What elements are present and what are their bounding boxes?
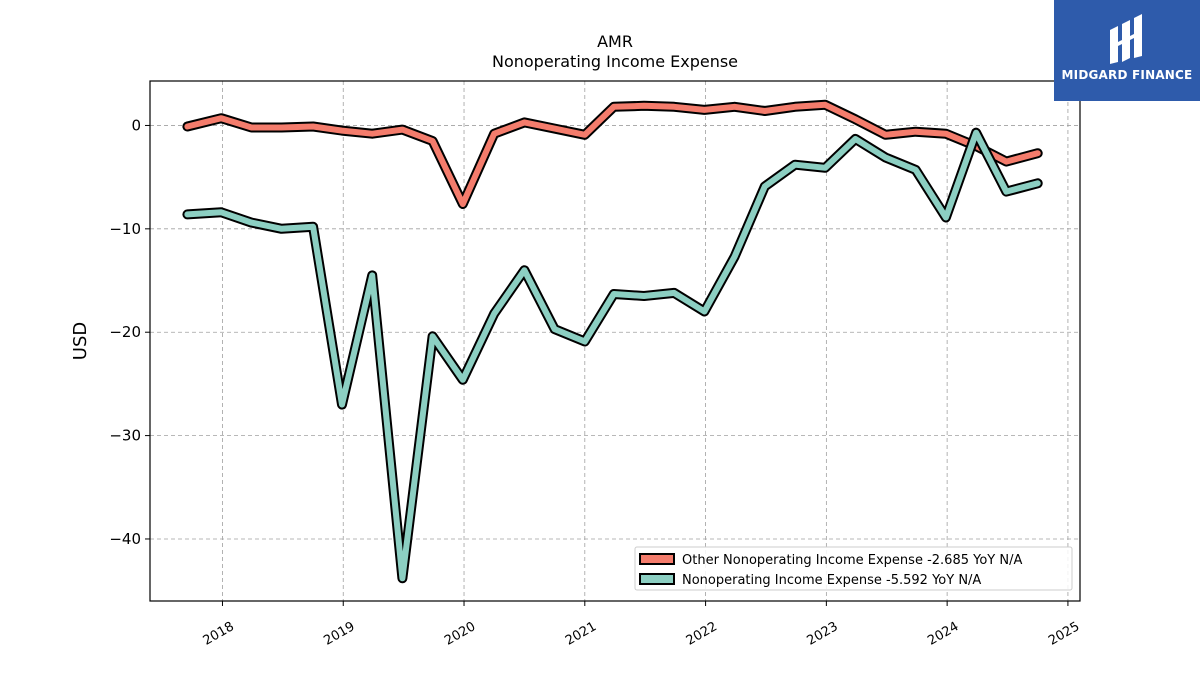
data-point <box>945 133 947 135</box>
series-outline <box>182 127 1043 584</box>
series-line <box>184 129 1041 582</box>
data-point <box>432 335 434 337</box>
data-point <box>854 118 856 120</box>
data-point <box>584 341 586 343</box>
data-point <box>764 185 766 187</box>
data-point <box>703 109 705 111</box>
y-tick-label: −10 <box>109 220 141 238</box>
data-point <box>584 134 586 136</box>
data-point <box>523 269 525 271</box>
data-point <box>643 295 645 297</box>
data-point <box>432 140 434 142</box>
legend-entry: Nonoperating Income Expense -5.592 YoY N… <box>682 573 981 588</box>
data-point <box>794 164 796 166</box>
data-point <box>341 130 343 132</box>
y-tick-label: −40 <box>109 530 141 548</box>
data-point <box>764 110 766 112</box>
data-point <box>250 222 252 224</box>
x-tick-label: 2025 <box>1046 619 1082 649</box>
data-point <box>493 313 495 315</box>
data-point <box>220 117 222 119</box>
data-point <box>885 157 887 159</box>
data-point <box>975 132 977 134</box>
chart-subtitle: Nonoperating Income Expense <box>492 52 738 71</box>
data-point <box>613 106 615 108</box>
data-point <box>401 129 403 131</box>
y-tick-label: −30 <box>109 427 141 445</box>
data-point <box>281 228 283 230</box>
grid-lines <box>150 81 1080 601</box>
x-tick-label: 2023 <box>805 619 841 649</box>
data-point <box>312 226 314 228</box>
logo-mark-icon <box>1110 14 1142 64</box>
plot-frame <box>149 80 1081 602</box>
data-point <box>186 125 188 127</box>
data-point <box>885 134 887 136</box>
data-point <box>401 577 403 579</box>
series-layer <box>182 99 1043 584</box>
data-point <box>220 211 222 213</box>
data-point <box>250 127 252 129</box>
data-point <box>493 133 495 135</box>
data-point <box>554 128 556 130</box>
data-point <box>915 131 917 133</box>
data-point <box>371 274 373 276</box>
data-point <box>554 328 556 330</box>
legend-swatch <box>639 573 675 585</box>
data-point <box>673 292 675 294</box>
data-point <box>1005 191 1007 193</box>
data-point <box>1037 152 1039 154</box>
data-point <box>371 133 373 135</box>
x-tick-label: 2024 <box>925 619 961 649</box>
data-point <box>734 106 736 108</box>
data-point <box>734 256 736 258</box>
x-tick-label: 2021 <box>563 619 599 649</box>
data-point <box>915 169 917 171</box>
data-point <box>281 127 283 129</box>
data-point <box>854 138 856 140</box>
legend: Other Nonoperating Income Expense -2.685… <box>634 546 1073 591</box>
data-point <box>794 106 796 108</box>
data-point <box>462 203 464 205</box>
data-point <box>824 167 826 169</box>
y-axis-label: USD <box>70 322 91 360</box>
series-outline <box>182 99 1043 209</box>
data-point <box>462 379 464 381</box>
data-point <box>673 106 675 108</box>
data-point <box>613 293 615 295</box>
data-point <box>643 105 645 107</box>
data-point <box>824 104 826 106</box>
brand-logo: MIDGARD FINANCE <box>1054 0 1200 101</box>
data-point <box>186 213 188 215</box>
y-tick-label: 0 <box>131 116 141 134</box>
x-tick-label: 2019 <box>321 619 357 649</box>
data-point <box>312 125 314 127</box>
data-point <box>523 121 525 123</box>
chart-title: AMR <box>597 32 633 51</box>
data-point <box>945 216 947 218</box>
legend-entry: Other Nonoperating Income Expense -2.685… <box>682 553 1022 568</box>
y-tick-label: −20 <box>109 323 141 341</box>
legend-box <box>634 546 1073 591</box>
x-tick-label: 2022 <box>684 619 720 649</box>
x-tick-label: 2018 <box>201 619 237 649</box>
legend-swatch <box>639 553 675 565</box>
data-point <box>703 311 705 313</box>
brand-name: MIDGARD FINANCE <box>1061 68 1193 82</box>
series-line <box>184 101 1041 207</box>
x-tick-label: 2020 <box>442 619 478 649</box>
data-point <box>1005 161 1007 163</box>
data-point <box>1037 182 1039 184</box>
data-point <box>341 404 343 406</box>
